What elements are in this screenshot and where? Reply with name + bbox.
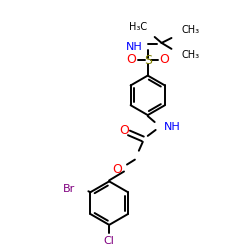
Text: O: O [160,53,170,66]
Text: O: O [119,124,129,138]
Text: Br: Br [63,184,76,194]
Text: Cl: Cl [104,236,115,246]
Text: CH₃: CH₃ [181,25,200,35]
Text: NH: NH [126,42,143,52]
Text: O: O [112,163,122,176]
Text: S: S [144,54,152,67]
Text: CH₃: CH₃ [181,50,200,60]
Text: NH: NH [164,122,180,132]
Text: H₃C: H₃C [129,22,147,32]
Text: O: O [126,53,136,66]
